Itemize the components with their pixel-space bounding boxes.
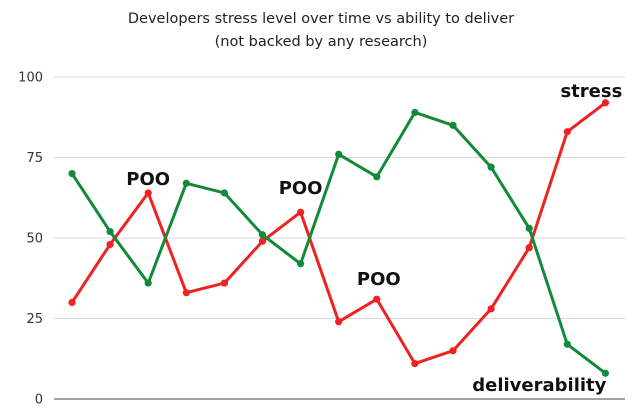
chart-subtitle: (not backed by any research) <box>215 34 428 50</box>
annotation-label: stress <box>560 81 622 102</box>
data-point <box>144 279 152 287</box>
data-point <box>258 231 267 239</box>
data-point <box>525 224 533 232</box>
data-point <box>182 289 190 297</box>
y-tick-label: 0 <box>35 393 43 408</box>
annotations: stress deliverability POO POO POO <box>126 81 622 396</box>
data-point <box>106 240 114 249</box>
data-point <box>449 347 457 355</box>
data-point <box>373 173 381 181</box>
annotation-label: POO <box>357 269 401 290</box>
data-point <box>449 121 457 129</box>
data-point <box>68 170 76 178</box>
chart-title: Developers stress level over time vs abi… <box>128 11 514 27</box>
data-point <box>106 227 114 236</box>
data-point <box>335 150 343 158</box>
gridlines <box>54 76 625 400</box>
data-point <box>411 108 419 117</box>
data-point <box>411 359 419 368</box>
data-point <box>487 305 495 313</box>
data-point <box>68 298 76 306</box>
data-point <box>144 189 152 197</box>
data-point <box>601 369 610 377</box>
series-lines <box>68 99 610 377</box>
y-tick-label: 50 <box>26 232 43 247</box>
y-tick-label: 75 <box>26 151 43 166</box>
data-point <box>220 189 228 197</box>
y-tick-label: 100 <box>18 71 43 86</box>
data-point <box>182 179 190 187</box>
annotation-label: POO <box>279 178 323 199</box>
y-tick-label: 25 <box>26 312 43 327</box>
data-point <box>487 163 495 171</box>
data-point <box>373 295 381 303</box>
data-point <box>335 318 343 326</box>
data-point <box>601 99 610 107</box>
data-point <box>563 128 571 136</box>
annotation-label: deliverability <box>472 375 606 396</box>
data-point <box>297 260 305 268</box>
data-point <box>220 279 228 287</box>
data-point <box>563 340 571 348</box>
data-point <box>525 244 533 252</box>
data-point <box>258 237 267 245</box>
y-axis-tick-labels: 0 25 50 75 100 <box>18 71 43 408</box>
data-point <box>297 208 305 216</box>
annotation-label: POO <box>126 169 170 190</box>
